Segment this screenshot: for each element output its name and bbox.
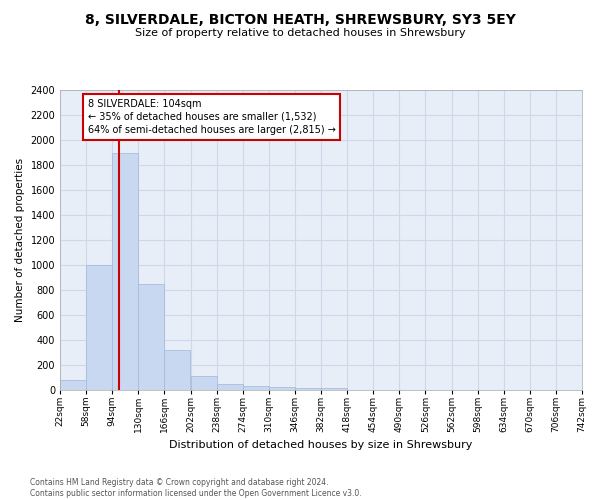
Bar [112, 152, 138, 390]
Bar [164, 350, 190, 390]
Bar [60, 380, 86, 390]
Bar [269, 387, 295, 390]
Text: Size of property relative to detached houses in Shrewsbury: Size of property relative to detached ho… [134, 28, 466, 38]
Text: 8 SILVERDALE: 104sqm
← 35% of detached houses are smaller (1,532)
64% of semi-de: 8 SILVERDALE: 104sqm ← 35% of detached h… [88, 99, 335, 135]
Text: Contains HM Land Registry data © Crown copyright and database right 2024.
Contai: Contains HM Land Registry data © Crown c… [30, 478, 362, 498]
Bar [217, 384, 242, 390]
Bar [242, 386, 269, 390]
Y-axis label: Number of detached properties: Number of detached properties [15, 158, 25, 322]
Bar [321, 388, 347, 390]
Bar [191, 376, 217, 390]
Bar [86, 265, 112, 390]
Bar [295, 388, 321, 390]
Bar [139, 284, 164, 390]
Text: 8, SILVERDALE, BICTON HEATH, SHREWSBURY, SY3 5EY: 8, SILVERDALE, BICTON HEATH, SHREWSBURY,… [85, 12, 515, 26]
X-axis label: Distribution of detached houses by size in Shrewsbury: Distribution of detached houses by size … [169, 440, 473, 450]
